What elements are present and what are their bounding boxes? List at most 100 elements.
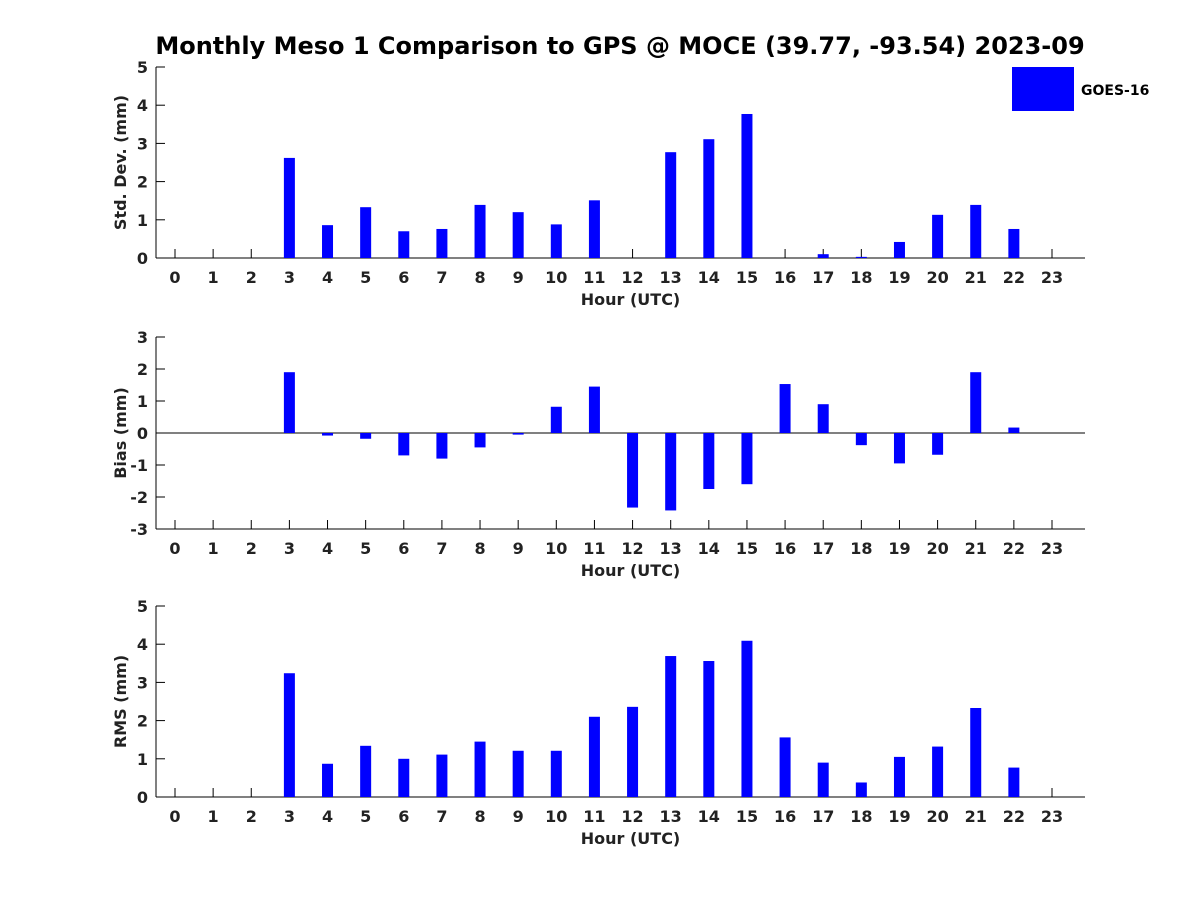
stddev-x-axis-label: Hour (UTC)	[581, 290, 681, 309]
bias-xtick-label: 6	[398, 539, 409, 558]
bias-xtick-label: 21	[965, 539, 987, 558]
bias-xtick-label: 17	[812, 539, 834, 558]
stddev-bar-hour-9	[512, 212, 524, 258]
rms-xtick-label: 17	[812, 807, 834, 826]
bias-bar-hour-21	[970, 372, 982, 433]
rms-xtick-label: 12	[621, 807, 643, 826]
stddev-xtick-label: 1	[208, 268, 219, 287]
stddev-bar-hour-7	[436, 228, 448, 258]
stddev-bar-hour-4	[322, 225, 334, 258]
rms-ytick-label: 5	[137, 597, 148, 616]
bias-bar-hour-6	[398, 433, 410, 456]
bias-xtick-label: 4	[322, 539, 333, 558]
stddev-ytick-label: 4	[137, 96, 148, 115]
stddev-bar-hour-10	[550, 224, 562, 258]
rms-xtick-label: 20	[926, 807, 948, 826]
bias-xtick-label: 18	[850, 539, 872, 558]
rms-xtick-label: 16	[774, 807, 796, 826]
bias-xtick-label: 22	[1003, 539, 1025, 558]
bias-xtick-label: 16	[774, 539, 796, 558]
stddev-xtick-label: 14	[698, 268, 720, 287]
rms-xtick-label: 7	[436, 807, 447, 826]
rms-bar-hour-7	[436, 754, 448, 797]
stddev-ytick-label: 0	[137, 249, 148, 268]
stddev-xtick-label: 21	[965, 268, 987, 287]
stddev-y-axis-label: Std. Dev. (mm)	[111, 95, 130, 230]
bias-bar-hour-8	[474, 433, 486, 448]
rms-bar-hour-16	[779, 737, 791, 797]
bias-xtick-label: 23	[1041, 539, 1063, 558]
rms-xtick-label: 13	[660, 807, 682, 826]
rms-bar-hour-18	[855, 782, 867, 797]
bias-xtick-label: 0	[169, 539, 180, 558]
rms-y-axis-label: RMS (mm)	[111, 655, 130, 748]
rms-xtick-label: 15	[736, 807, 758, 826]
bias-x-axis-label: Hour (UTC)	[581, 561, 681, 580]
bias-bar-hour-5	[360, 433, 372, 439]
bias-xtick-label: 1	[208, 539, 219, 558]
rms-xtick-label: 11	[583, 807, 605, 826]
stddev-bar-hour-3	[283, 157, 295, 258]
rms-ytick-label: 4	[137, 635, 148, 654]
bias-xtick-label: 19	[888, 539, 910, 558]
stddev-xtick-label: 23	[1041, 268, 1063, 287]
bias-bar-hour-22	[1008, 427, 1020, 433]
legend: GOES-16	[1012, 67, 1149, 111]
rms-xtick-label: 18	[850, 807, 872, 826]
bias-bar-hour-14	[703, 433, 715, 489]
rms-xtick-label: 0	[169, 807, 180, 826]
bias-bar-hour-15	[741, 433, 753, 485]
stddev-xtick-label: 16	[774, 268, 796, 287]
bias-xtick-label: 12	[621, 539, 643, 558]
stddev-bar-hour-5	[360, 207, 372, 258]
rms-xtick-label: 19	[888, 807, 910, 826]
bias-xtick-label: 3	[284, 539, 295, 558]
stddev-xtick-label: 3	[284, 268, 295, 287]
stddev-xtick-label: 17	[812, 268, 834, 287]
rms-bar-hour-19	[893, 756, 905, 797]
rms-bar-hour-15	[741, 640, 753, 797]
bias-bar-hour-12	[627, 433, 639, 508]
bias-xtick-label: 20	[926, 539, 948, 558]
stddev-xtick-label: 18	[850, 268, 872, 287]
stddev-bar-hour-13	[665, 152, 677, 258]
rms-bar-hour-8	[474, 741, 486, 797]
stddev-xtick-label: 15	[736, 268, 758, 287]
stddev-xtick-label: 6	[398, 268, 409, 287]
rms-x-axis-label: Hour (UTC)	[581, 829, 681, 848]
rms-ytick-label: 0	[137, 788, 148, 807]
rms-xtick-label: 10	[545, 807, 567, 826]
stddev-xtick-label: 7	[436, 268, 447, 287]
stddev-bar-hour-8	[474, 204, 486, 258]
rms-xtick-label: 21	[965, 807, 987, 826]
stddev-xtick-label: 5	[360, 268, 371, 287]
rms-bar-hour-14	[703, 661, 715, 797]
bias-xtick-label: 14	[698, 539, 720, 558]
rms-xtick-label: 14	[698, 807, 720, 826]
rms-ytick-label: 1	[137, 750, 148, 769]
rms-xtick-label: 2	[246, 807, 257, 826]
rms-bar-hour-21	[970, 707, 982, 797]
rms-ytick-label: 3	[137, 673, 148, 692]
stddev-xtick-label: 9	[513, 268, 524, 287]
legend-swatch-goes-16	[1012, 67, 1074, 111]
bias-ytick-label: -2	[130, 488, 148, 507]
stddev-xtick-label: 8	[474, 268, 485, 287]
bias-bar-hour-11	[588, 386, 600, 433]
rms-ytick-label: 2	[137, 712, 148, 731]
stddev-xtick-label: 0	[169, 268, 180, 287]
bias-ytick-label: -3	[130, 520, 148, 539]
rms-bar-hour-5	[360, 745, 372, 797]
bias-y-axis-label: Bias (mm)	[111, 387, 130, 479]
bias-xtick-label: 9	[513, 539, 524, 558]
bias-xtick-label: 7	[436, 539, 447, 558]
stddev-bar-hour-15	[741, 113, 753, 259]
rms-xtick-label: 8	[474, 807, 485, 826]
rms-xtick-label: 3	[284, 807, 295, 826]
stddev-xtick-label: 12	[621, 268, 643, 287]
rms-bar-hour-3	[283, 673, 295, 797]
stddev-ytick-label: 3	[137, 134, 148, 153]
